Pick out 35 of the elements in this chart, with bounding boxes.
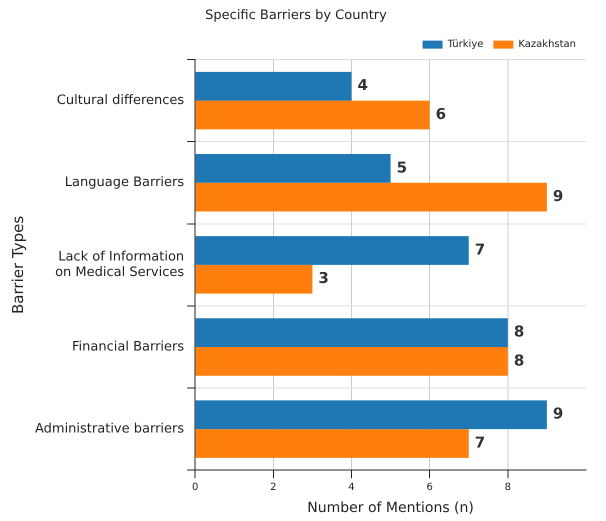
data-label: 7 [474,433,486,452]
y-tick-label: Financial Barriers [72,339,184,354]
bar [196,318,508,348]
bar [196,347,508,376]
x-axis-title: Number of Mentions (n) [307,500,474,516]
x-tick-label: 8 [504,482,512,493]
y-tick-label: Cultural differences [56,93,184,108]
y-tick-label: Administrative barriers [34,422,184,437]
x-tick-label: 0 [192,482,198,493]
legend-label: Türkiye [446,39,484,50]
data-label: 8 [514,351,524,370]
bar [196,100,430,130]
data-label: 5 [396,158,408,176]
chart-title: Specific Barriers by Country [205,8,388,24]
bar [196,400,547,430]
bar [196,236,469,265]
bar [196,264,312,294]
x-tick-label: 4 [348,482,355,493]
bar [196,154,391,183]
data-label: 6 [436,104,446,123]
y-axis-title: Barrier Types [8,216,27,314]
data-label: 8 [514,322,524,341]
data-label: 7 [474,240,486,258]
data-label: 9 [552,404,564,423]
data-label: 3 [318,269,329,288]
bar [196,429,469,458]
bar [196,182,547,212]
legend-label: Kazakhstan [518,39,576,50]
x-tick-label: 2 [270,482,277,493]
y-tick-label: Language Barriers [64,175,184,190]
data-label: 4 [358,76,368,94]
y-tick-label: Lack of Information on Medical Services [55,249,184,280]
bar [196,72,352,101]
x-tick-label: 6 [426,482,433,493]
data-label: 9 [552,187,564,206]
